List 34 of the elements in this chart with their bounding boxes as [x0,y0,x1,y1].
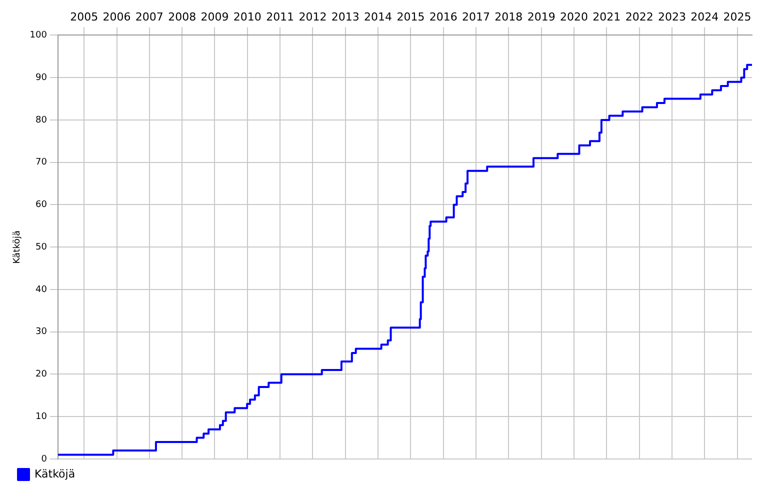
x-tick-label: 2018 [494,10,523,24]
x-tick-label: 2025 [723,10,752,24]
y-tick-label: 90 [36,72,48,83]
x-tick-label: 2016 [429,10,458,24]
x-tick-label: 2017 [462,10,490,24]
x-tick-label: 2024 [690,10,719,24]
y-axis-title: Kätköjä [12,230,23,264]
y-tick-label: 30 [36,327,48,338]
y-tick-label: 70 [36,158,48,168]
x-tick-label: 2005 [70,10,98,24]
legend-label: Kätköjä [34,467,76,480]
x-tick-label: 2022 [625,10,654,24]
x-tick-label: 2007 [135,10,164,24]
x-tick-label: 2006 [102,10,131,24]
y-tick-label: 60 [36,200,48,210]
x-tick-label: 2011 [266,10,294,24]
x-tick-label: 2019 [527,10,556,24]
x-tick-label: 2014 [364,10,392,24]
x-tick-label: 2013 [331,10,360,24]
x-tick-label: 2009 [200,10,229,24]
x-tick-label: 2020 [560,10,588,24]
y-tick-label: 100 [30,30,48,41]
y-tick-label: 50 [36,242,48,252]
y-tick-label: 80 [36,115,48,126]
x-tick-label: 2021 [592,10,621,24]
y-tick-label: 0 [41,454,48,464]
y-tick-label: 40 [36,284,48,295]
x-tick-label: 2023 [658,10,686,24]
y-tick-label: 10 [36,412,48,422]
x-tick-label: 2012 [298,10,327,24]
x-tick-label: 2010 [233,10,262,24]
x-tick-label: 2015 [396,10,425,24]
x-tick-label: 2008 [168,10,196,24]
y-tick-label: 20 [36,370,48,380]
